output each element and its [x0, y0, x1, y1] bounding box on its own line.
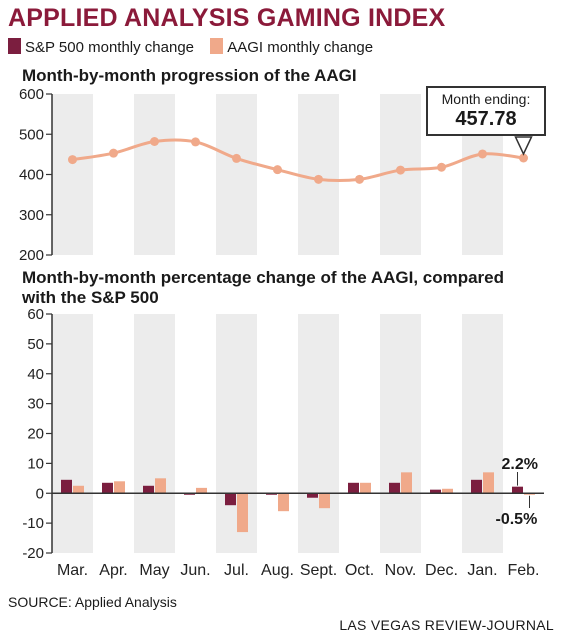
x-tick-label: Nov. — [385, 562, 417, 579]
legend-item-sp500: S&P 500 monthly change — [8, 38, 198, 56]
sp500-bar — [225, 493, 236, 506]
column-band — [134, 94, 175, 255]
callout-label: Month ending: — [441, 91, 531, 107]
column-band — [216, 94, 257, 255]
publisher-credit: LAS VEGAS REVIEW-JOURNAL — [339, 617, 554, 633]
line-y-tick-label: 300 — [19, 207, 44, 224]
aagi-bar — [401, 472, 412, 494]
aagi-index-point — [150, 136, 159, 146]
x-tick-label: Sept. — [300, 562, 337, 579]
x-tick-label: May — [139, 562, 169, 579]
bar-y-tick-label: 50 — [27, 336, 44, 353]
aagi-bar — [442, 488, 453, 494]
sp500-bar — [348, 482, 359, 494]
bar-y-tick-label: 10 — [27, 455, 44, 472]
aagi-bar — [483, 472, 494, 494]
bar-y-tick-label: 20 — [27, 426, 44, 443]
sp500-bar — [143, 485, 154, 494]
x-tick-label: Aug. — [261, 562, 294, 579]
aagi-index-point — [519, 153, 528, 163]
aagi-bar — [360, 482, 371, 494]
sp500-bar — [307, 493, 318, 498]
callout-pointer — [514, 136, 533, 156]
bar-y-tick-label: -10 — [22, 515, 44, 532]
x-tick-label: Dec. — [425, 562, 458, 579]
legend-swatch-sp500 — [8, 38, 21, 54]
source-note: SOURCE: Applied Analysis — [8, 594, 177, 610]
callout-value: 457.78 — [455, 108, 517, 130]
column-band — [462, 314, 503, 553]
x-tick-label: Apr. — [99, 562, 127, 579]
column-band — [380, 314, 421, 553]
legend-item-aagi: AAGI monthly change — [210, 38, 374, 56]
aagi-index-point — [355, 174, 364, 184]
sp500-bar — [61, 479, 72, 494]
aagi-bar — [196, 487, 207, 494]
line-y-tick-label: 200 — [19, 247, 44, 264]
aagi-bar — [319, 493, 330, 509]
column-band — [298, 314, 339, 553]
sp500-bar — [389, 482, 400, 494]
aagi-index-point — [437, 162, 446, 172]
aagi-bar — [237, 493, 248, 533]
sp500-bar — [512, 486, 523, 494]
bar-y-tick-label: 0 — [36, 485, 44, 502]
column-band — [298, 94, 339, 255]
column-band — [52, 314, 93, 553]
aagi-bar — [155, 478, 166, 494]
bar-chart-title: Month-by-month percentage change of the … — [22, 268, 505, 307]
legend-swatch-aagi — [210, 38, 224, 54]
aagi-index-point — [68, 155, 77, 165]
aagi-bar — [114, 481, 125, 494]
aagi-index-point — [109, 148, 118, 158]
chart-title: APPLIED ANALYSIS GAMING INDEX — [8, 4, 446, 32]
aagi-index-point — [191, 137, 200, 147]
aagi-index-point — [273, 165, 282, 175]
column-band — [52, 94, 93, 255]
sp500-bar — [102, 482, 113, 494]
line-y-tick-label: 400 — [19, 167, 44, 184]
bar-y-tick-label: -20 — [22, 545, 44, 562]
x-tick-label: Jun. — [180, 562, 210, 579]
x-tick-label: Feb. — [507, 562, 539, 579]
x-tick-label: Oct. — [345, 562, 374, 579]
column-band — [134, 314, 175, 553]
aagi-index-point — [314, 174, 323, 184]
legend-label-aagi: AAGI monthly change — [227, 39, 374, 56]
x-tick-label: Jan. — [467, 562, 497, 579]
aagi-index-point — [396, 165, 405, 175]
annotation-aagi-feb: -0.5% — [496, 511, 538, 528]
aagi-index-point — [478, 149, 487, 159]
line-y-tick-label: 500 — [19, 126, 44, 143]
bar-y-tick-label: 30 — [27, 396, 44, 413]
legend: S&P 500 monthly change AAGI monthly chan… — [8, 38, 385, 56]
annotation-sp500-feb: 2.2% — [502, 456, 538, 473]
legend-label-sp500: S&P 500 monthly change — [25, 39, 195, 56]
x-tick-label: Jul. — [224, 562, 249, 579]
aagi-index-point — [232, 153, 241, 163]
aagi-bar — [278, 493, 289, 512]
column-band — [216, 314, 257, 553]
aagi-bar — [73, 485, 84, 494]
month-ending-callout: Month ending: 457.78 — [426, 86, 546, 136]
sp500-bar — [430, 489, 441, 494]
bar-y-tick-label: 40 — [27, 366, 44, 383]
line-chart-title: Month-by-month progression of the AAGI — [22, 66, 357, 85]
x-tick-label: Mar. — [57, 562, 88, 579]
line-y-tick-label: 600 — [19, 86, 44, 103]
bar-y-tick-label: 60 — [27, 306, 44, 323]
sp500-bar — [471, 479, 482, 494]
